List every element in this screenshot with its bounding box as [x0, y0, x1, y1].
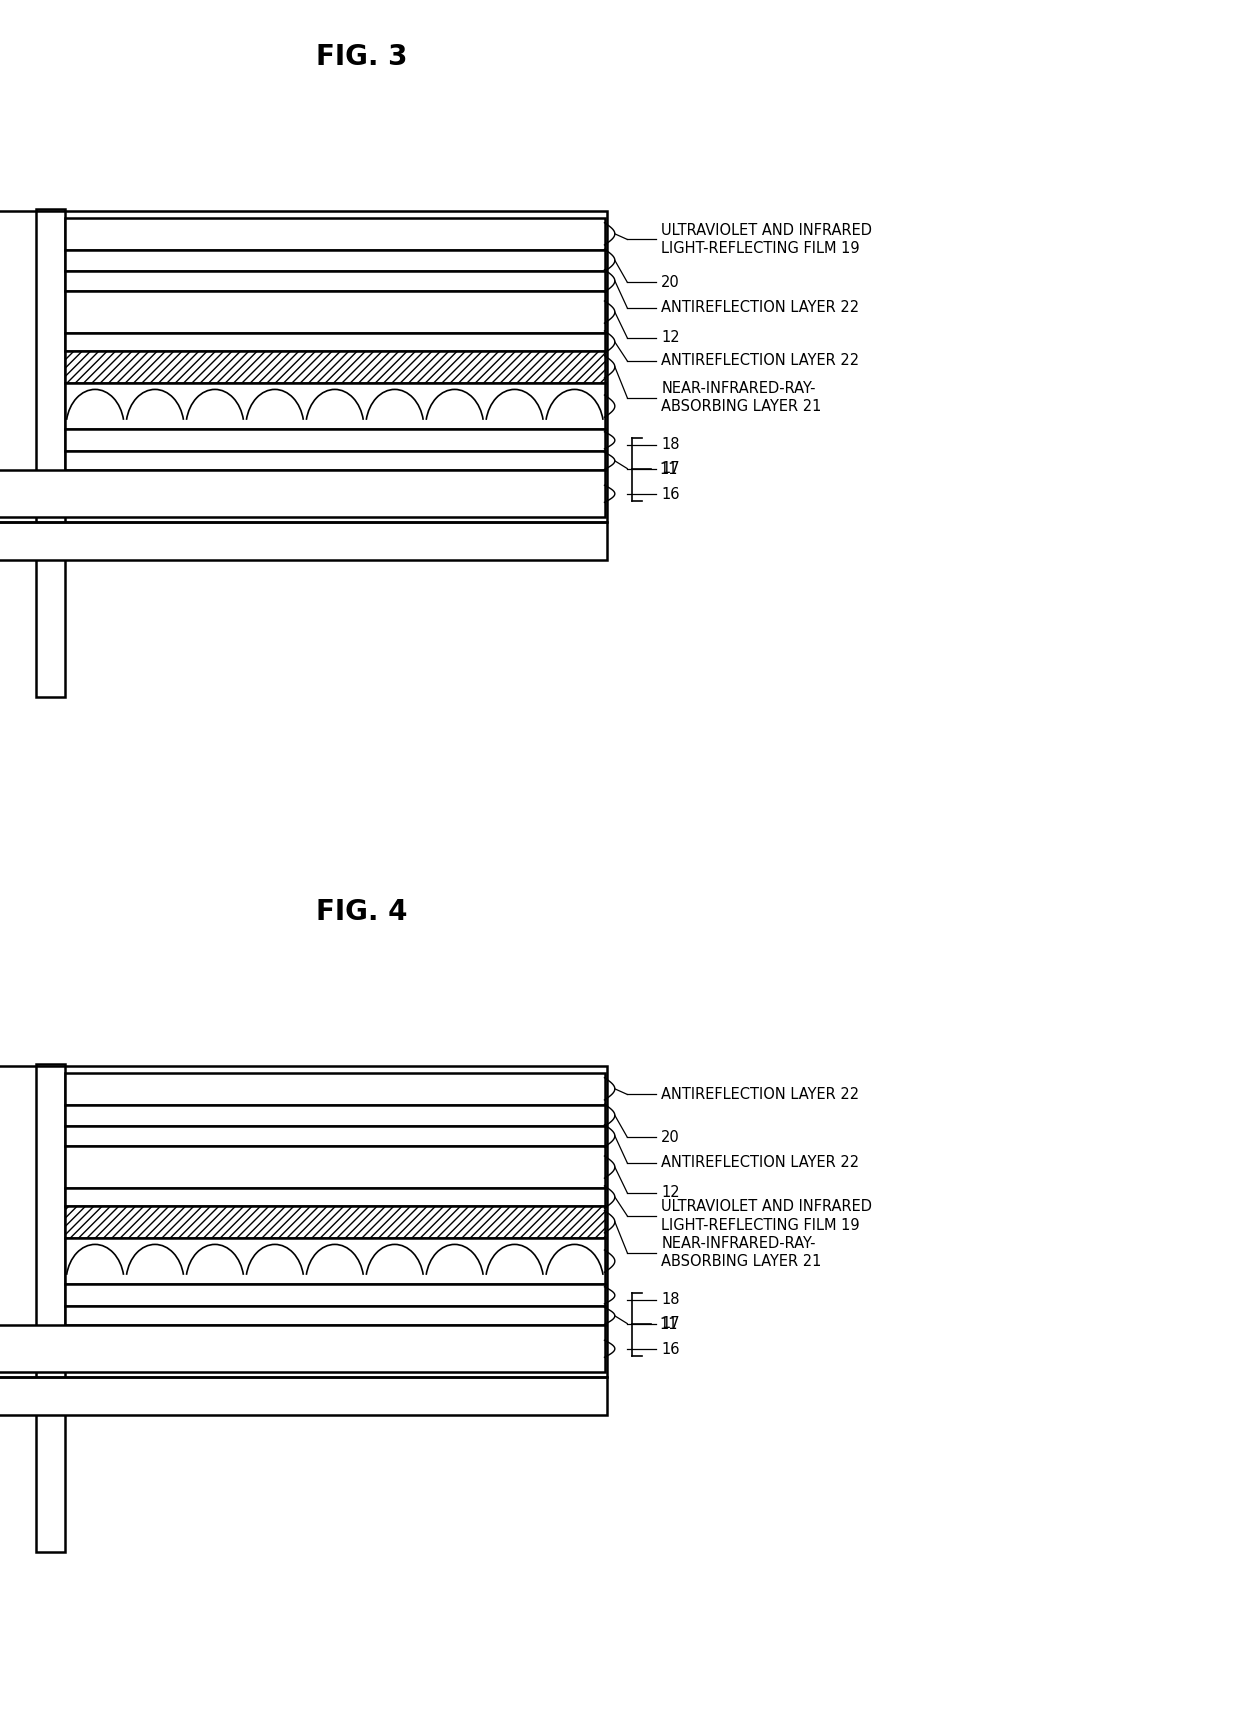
- Bar: [64, 1238, 605, 1284]
- Text: 20: 20: [661, 1130, 680, 1144]
- Bar: [64, 250, 605, 272]
- Text: NEAR-INFRARED-RAY-
ABSORBING LAYER 21: NEAR-INFRARED-RAY- ABSORBING LAYER 21: [661, 1236, 822, 1269]
- Text: FIG. 3: FIG. 3: [316, 43, 408, 70]
- Bar: [64, 1105, 605, 1125]
- Text: 18: 18: [661, 1293, 680, 1306]
- Bar: [64, 272, 605, 291]
- Bar: [36, 210, 64, 698]
- Bar: [64, 351, 605, 383]
- Text: 18: 18: [661, 438, 680, 451]
- Bar: [64, 1306, 605, 1325]
- Text: 12: 12: [661, 1185, 680, 1200]
- Bar: [64, 1125, 605, 1146]
- Text: ULTRAVIOLET AND INFRARED
LIGHT-REFLECTING FILM 19: ULTRAVIOLET AND INFRARED LIGHT-REFLECTIN…: [661, 222, 872, 256]
- Bar: [64, 333, 605, 351]
- Bar: [0, 210, 606, 523]
- Text: 17: 17: [661, 1317, 680, 1330]
- Text: 12: 12: [661, 330, 680, 345]
- Text: 11: 11: [660, 1317, 678, 1332]
- Bar: [0, 1325, 605, 1371]
- Bar: [64, 219, 605, 250]
- Text: FIG. 4: FIG. 4: [316, 898, 408, 925]
- Bar: [64, 429, 605, 451]
- Text: 17: 17: [661, 462, 680, 475]
- Text: 16: 16: [661, 1342, 680, 1356]
- Bar: [0, 470, 605, 516]
- Bar: [0, 1378, 606, 1416]
- Text: 16: 16: [661, 487, 680, 501]
- Bar: [64, 1206, 605, 1238]
- Text: ANTIREFLECTION LAYER 22: ANTIREFLECTION LAYER 22: [661, 1088, 859, 1101]
- Bar: [64, 1074, 605, 1105]
- Bar: [36, 1064, 64, 1553]
- Text: ULTRAVIOLET AND INFRARED
LIGHT-REFLECTING FILM 19: ULTRAVIOLET AND INFRARED LIGHT-REFLECTIN…: [661, 1199, 872, 1233]
- Bar: [0, 523, 606, 561]
- Bar: [64, 291, 605, 333]
- Text: 11: 11: [660, 462, 678, 477]
- Text: 20: 20: [661, 275, 680, 289]
- Bar: [64, 1188, 605, 1206]
- Text: ANTIREFLECTION LAYER 22: ANTIREFLECTION LAYER 22: [661, 1156, 859, 1170]
- Bar: [64, 1146, 605, 1188]
- Bar: [64, 383, 605, 429]
- Text: ANTIREFLECTION LAYER 22: ANTIREFLECTION LAYER 22: [661, 354, 859, 368]
- Bar: [64, 451, 605, 470]
- Text: NEAR-INFRARED-RAY-
ABSORBING LAYER 21: NEAR-INFRARED-RAY- ABSORBING LAYER 21: [661, 381, 822, 414]
- Text: ANTIREFLECTION LAYER 22: ANTIREFLECTION LAYER 22: [661, 301, 859, 315]
- Bar: [0, 1067, 606, 1378]
- Bar: [64, 1284, 605, 1306]
